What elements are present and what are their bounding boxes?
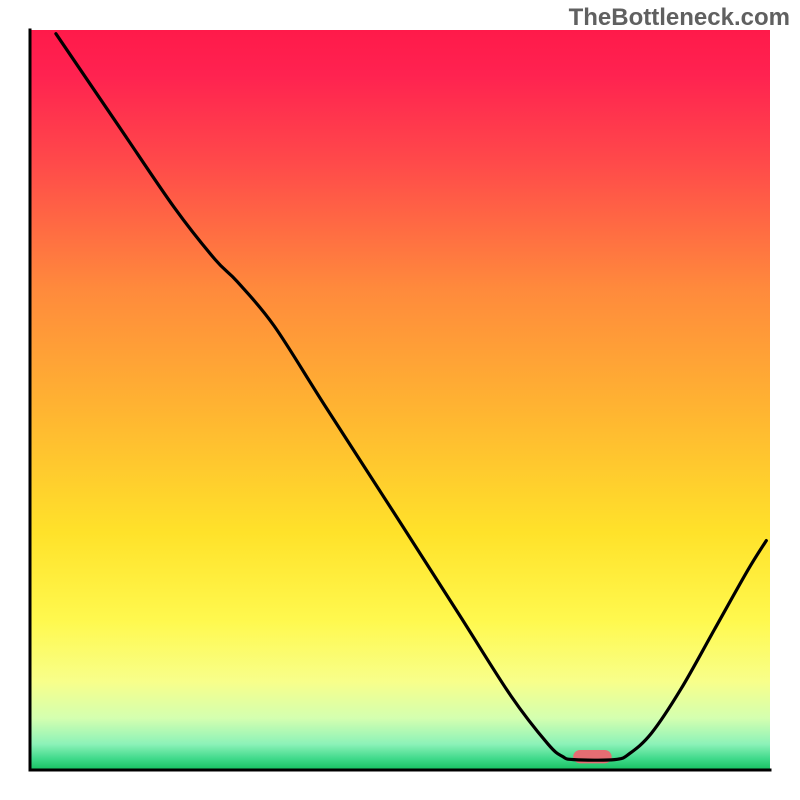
watermark-text: TheBottleneck.com: [569, 4, 790, 32]
gradient-background: [30, 30, 770, 770]
bottleneck-chart: TheBottleneck.com: [0, 0, 800, 800]
plot-svg: [0, 0, 800, 800]
